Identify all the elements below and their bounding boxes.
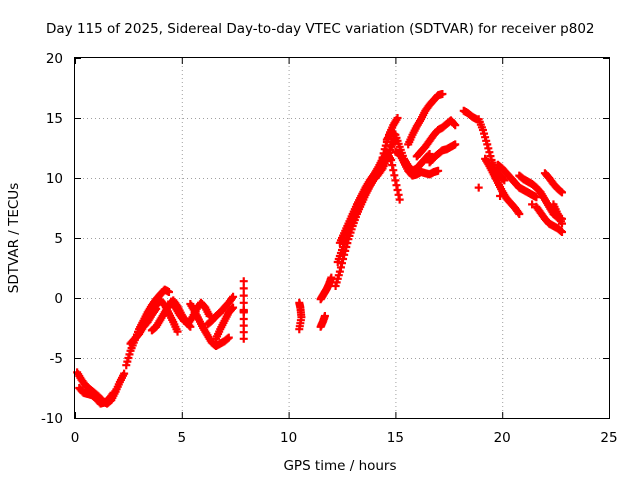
series-sat-w [459, 106, 481, 124]
y-tick-label: 15 [46, 111, 63, 127]
data-point [474, 183, 483, 192]
data-point [320, 312, 329, 320]
data-point [434, 166, 443, 175]
series-sat-l [295, 298, 306, 334]
data-point [109, 388, 118, 397]
series-sat-y [481, 154, 524, 218]
series-sat-u [412, 116, 460, 161]
data-point [393, 114, 402, 122]
x-tick-label: 20 [494, 430, 511, 446]
data-point [515, 210, 524, 218]
series-sat-h [186, 300, 233, 350]
data-point [500, 176, 509, 185]
data-point [239, 277, 248, 286]
data-point [438, 90, 447, 98]
plot-frame [74, 57, 610, 419]
data-point [295, 325, 304, 334]
x-tick-label: 25 [600, 430, 617, 446]
x-axis-label: GPS time / hours [283, 458, 396, 474]
data-point [229, 292, 238, 301]
x-tick-label: 10 [280, 430, 297, 446]
data-point [451, 121, 460, 130]
series-sat-ab [532, 202, 567, 236]
series-sat-q [335, 148, 404, 247]
data-point [532, 193, 541, 202]
y-tick-label: 5 [54, 231, 63, 247]
data-point [224, 333, 233, 342]
data-point [164, 288, 173, 296]
tick-labels: 0 5 10 15 20 25 -10 -5 0 5 10 15 20 [41, 51, 618, 446]
data-point [425, 150, 434, 158]
series-sat-k [239, 277, 248, 343]
series-sat-z [493, 160, 541, 202]
data-point [558, 188, 567, 197]
data-point [173, 327, 182, 336]
series-sat-b [75, 384, 118, 408]
data-point [120, 369, 129, 378]
series-sat-v [425, 140, 460, 167]
data-point [528, 200, 537, 209]
series-sat-ac [540, 169, 567, 197]
series-sat-ad [549, 200, 567, 228]
y-tick-label: 0 [54, 291, 63, 307]
data-point [229, 303, 238, 312]
series-sat-n [316, 312, 329, 331]
series-sat-ae [474, 183, 537, 209]
data-point [239, 334, 248, 343]
y-axis-label: SDTVAR / TECUs [6, 183, 22, 293]
y-tick-label: -5 [50, 351, 63, 367]
data-point [395, 195, 404, 204]
data-points [73, 90, 567, 408]
series-sat-e [143, 296, 182, 336]
y-tick-label: 20 [46, 51, 63, 67]
data-point [239, 298, 248, 307]
series-sat-m [316, 273, 336, 304]
series-sat-s [391, 147, 443, 180]
y-tick-label: -10 [41, 411, 63, 427]
data-point [558, 219, 567, 228]
data-point [558, 228, 567, 236]
data-point [327, 273, 336, 282]
data-point [239, 284, 248, 293]
x-tick-label: 0 [71, 430, 80, 446]
data-point [451, 140, 460, 149]
series-sat-j [211, 303, 238, 343]
series-sat-i [203, 292, 238, 329]
series-sat-t [404, 90, 447, 149]
y-tick-label: 10 [46, 171, 63, 187]
x-tick-label: 5 [178, 430, 187, 446]
data-point [496, 192, 505, 200]
chart-title: Day 115 of 2025, Sidereal Day-to-day VTE… [46, 21, 595, 37]
x-tick-label: 15 [387, 430, 404, 446]
data-point [239, 291, 248, 300]
